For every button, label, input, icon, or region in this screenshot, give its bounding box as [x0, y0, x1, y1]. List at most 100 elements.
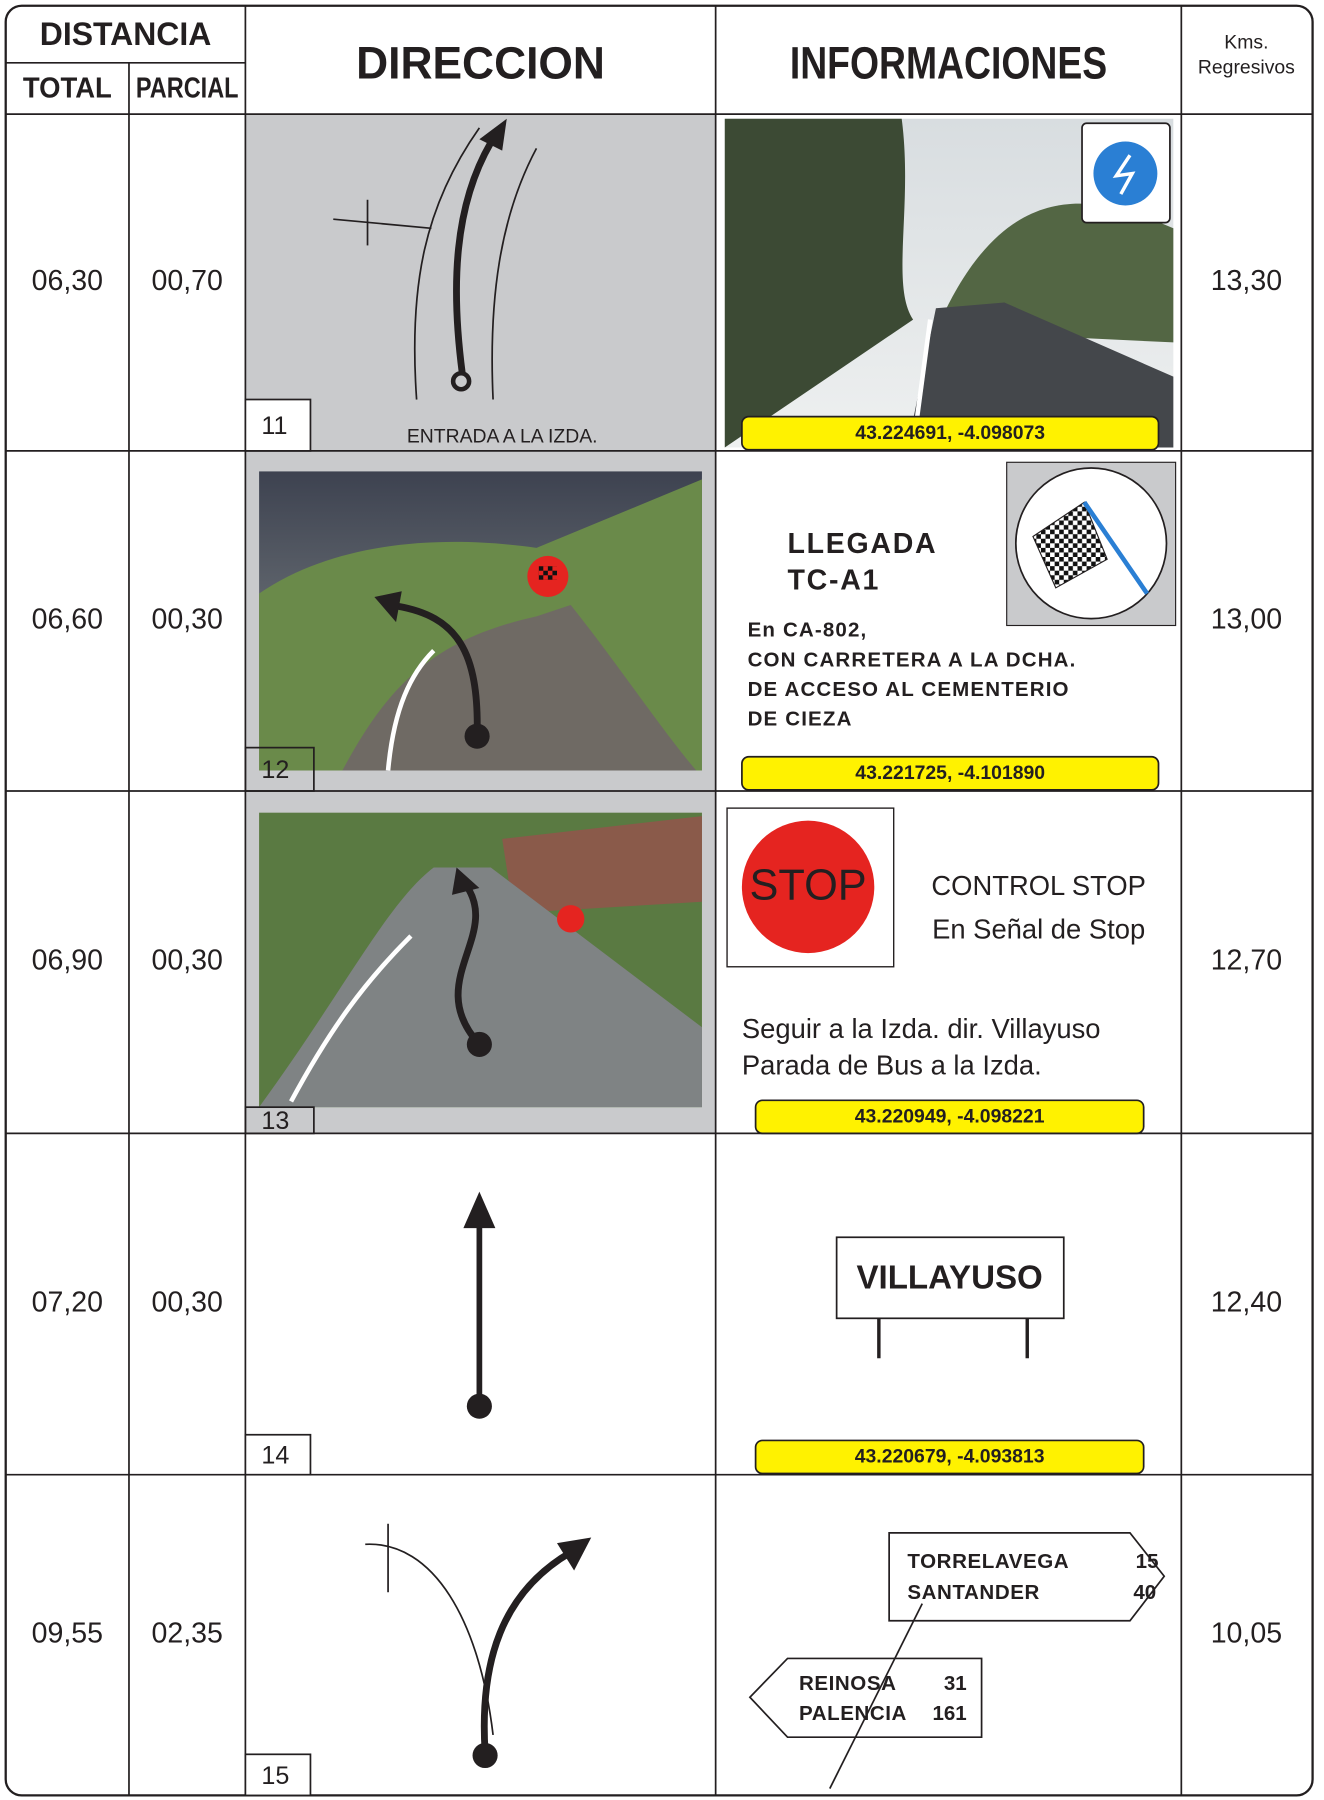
finish-flag-icon [1082, 500, 1149, 595]
direction-signs [888, 1532, 1166, 1622]
step-number: 12 [261, 756, 289, 784]
photo [374, 591, 402, 623]
info-text: En Señal de Stop [932, 914, 1145, 945]
remaining-km: 12,40 [1211, 1287, 1282, 1319]
info-title: TC-A1 [788, 565, 881, 597]
partial-distance: 02,35 [152, 1618, 223, 1650]
coordinates: 43.221725, -4.101890 [855, 762, 1045, 784]
stop-sign [726, 807, 895, 968]
coordinates-pill [754, 1439, 1145, 1475]
info-text: En CA-802, [748, 619, 868, 642]
direction-diagram [365, 1523, 592, 1769]
photo [385, 648, 436, 771]
town-sign [835, 1236, 1065, 1359]
coordinates: 43.220949, -4.098221 [855, 1106, 1045, 1128]
photo [724, 118, 914, 448]
photo [245, 790, 716, 1134]
photo [451, 867, 480, 895]
step-box [244, 746, 315, 792]
stop-sign-text: STOP [749, 861, 866, 909]
direction-diagram [480, 1549, 573, 1753]
direction-diagram [453, 140, 494, 374]
direction-diagram [463, 1191, 496, 1229]
photo [289, 934, 413, 1103]
step-number: 15 [261, 1762, 289, 1790]
partial-distance: 00,70 [152, 265, 223, 297]
direction-diagram [333, 218, 432, 230]
total-distance: 07,20 [32, 1287, 103, 1319]
info-text: Parada de Bus a la Izda. [742, 1049, 1042, 1080]
header-distancia: DISTANCIA [40, 16, 212, 52]
destination: REINOSA [799, 1672, 897, 1695]
total-distance: 06,90 [32, 945, 103, 977]
coordinates-pill [741, 415, 1160, 451]
info-text: DE CIEZA [748, 708, 853, 731]
partial-distance: 00,30 [152, 945, 223, 977]
header-kms: Regresivos [1198, 57, 1295, 79]
stop-sign [741, 820, 875, 954]
info-text: CON CARRETERA A LA DCHA. [748, 648, 1077, 671]
direction-diagram [491, 147, 538, 400]
photo [538, 566, 557, 580]
coordinates: 43.220679, -4.093813 [855, 1446, 1045, 1468]
photo [907, 302, 1174, 448]
header-parcial: PARCIAL [136, 73, 239, 105]
step-number: 13 [261, 1107, 289, 1135]
town-sign-text: VILLAYUSO [856, 1259, 1042, 1296]
header-total: TOTAL [23, 73, 112, 105]
partial-distance: 00,30 [152, 603, 223, 635]
direction-diagram [479, 118, 507, 151]
info-text: DE ACCESO AL CEMENTERIO [748, 678, 1070, 701]
info-title: LLEGADA [788, 528, 938, 560]
coordinates: 43.224691, -4.098073 [855, 422, 1045, 444]
destination-km: 161 [932, 1702, 966, 1725]
photo [464, 723, 490, 749]
header-informaciones: INFORMACIONES [790, 37, 1107, 88]
finish-flag-icon [1032, 501, 1108, 589]
photo [724, 118, 1174, 448]
direction-signs [748, 1657, 983, 1739]
destination-km: 31 [944, 1672, 967, 1695]
direction-diagram [466, 1393, 492, 1419]
remaining-km: 10,05 [1211, 1618, 1282, 1650]
photo [396, 602, 481, 737]
photo [1112, 154, 1136, 195]
direction-diagram [245, 114, 716, 451]
remaining-km: 13,00 [1211, 603, 1282, 635]
photo [556, 905, 585, 933]
step-box [244, 398, 312, 452]
remaining-km: 12,70 [1211, 945, 1282, 977]
photo [454, 882, 482, 1047]
header-kms: Kms. [1224, 32, 1268, 54]
direction-signs [829, 1603, 924, 1789]
direction-diagram [556, 1537, 592, 1571]
direction-diagram [450, 370, 472, 392]
finish-flag-icon [1006, 461, 1177, 627]
step-box [244, 1433, 312, 1476]
step-box [244, 1753, 312, 1797]
total-distance: 06,60 [32, 603, 103, 635]
coordinates-pill [754, 1099, 1145, 1135]
step-number: 14 [261, 1442, 289, 1470]
photo [502, 816, 702, 914]
photo [342, 604, 697, 771]
total-distance: 09,55 [32, 1618, 103, 1650]
direction-signs [748, 1532, 1166, 1789]
step-number: 11 [261, 412, 287, 440]
direction-diagram [413, 127, 481, 400]
coordinates-pill [741, 755, 1160, 791]
info-text: Seguir a la Izda. dir. Villayuso [742, 1013, 1101, 1044]
photo [245, 450, 716, 791]
photo [466, 1031, 492, 1057]
direction-diagram [472, 1742, 498, 1769]
direction-diagram [463, 1191, 496, 1419]
info-text: CONTROL STOP [931, 870, 1145, 901]
destination: TORRELAVEGA [907, 1550, 1069, 1573]
town-sign [835, 1236, 1065, 1320]
table-grid [4, 4, 1314, 1797]
destination-km: 40 [1133, 1581, 1156, 1604]
step-box [244, 1106, 315, 1135]
total-distance: 06,30 [32, 265, 103, 297]
header-direccion: DIRECCION [356, 37, 605, 88]
